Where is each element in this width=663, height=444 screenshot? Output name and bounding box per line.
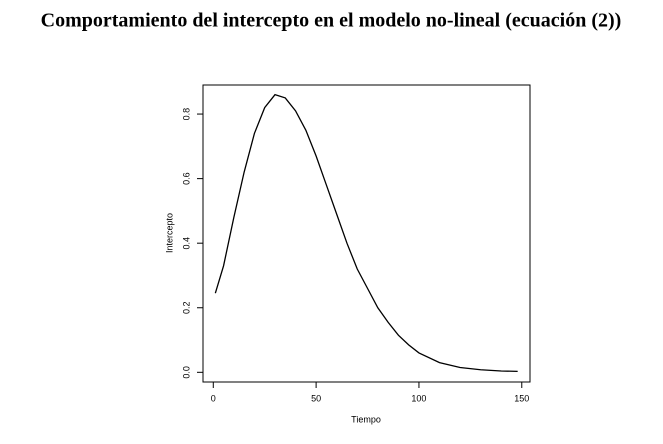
- plot-frame: [202, 84, 531, 383]
- x-tick-label: 150: [514, 393, 529, 403]
- y-tick-label: 0.6: [181, 172, 191, 185]
- x-tick-label: 100: [411, 393, 426, 403]
- x-tick-label: 50: [311, 393, 321, 403]
- x-tick-label: 0: [211, 393, 216, 403]
- y-tick-label: 0.8: [181, 108, 191, 121]
- y-tick-label: 0.0: [181, 366, 191, 379]
- y-tick-label: 0.2: [181, 301, 191, 314]
- y-axis-label: Intercepto: [164, 213, 174, 253]
- y-tick-label: 0.4: [181, 237, 191, 250]
- chart-title: Comportamiento del intercepto en el mode…: [41, 10, 622, 32]
- data-line: [214, 93, 518, 372]
- x-axis-label: Tiempo: [351, 414, 381, 424]
